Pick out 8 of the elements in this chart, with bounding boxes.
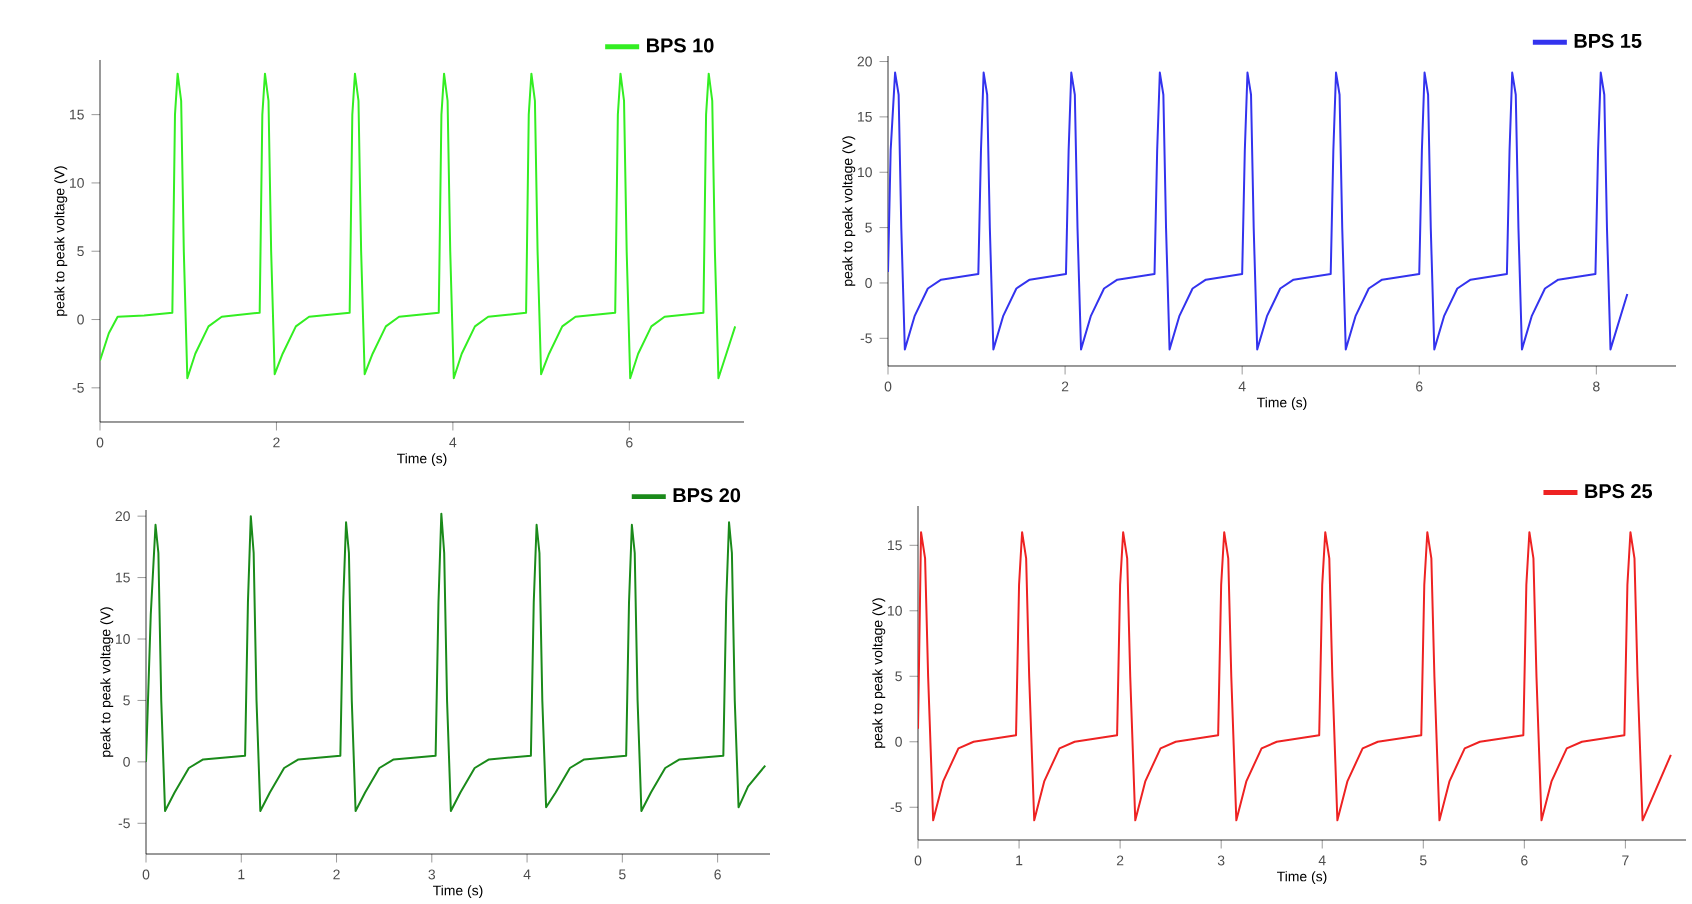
legend-label: BPS 25 [1585, 484, 1653, 499]
line-series [918, 531, 1672, 822]
line-series [146, 512, 767, 812]
legend-label: BPS 15 [1574, 33, 1642, 48]
legend-label: BPS 10 [647, 38, 714, 53]
line-series [100, 72, 737, 380]
legend-label: BPS 20 [673, 488, 741, 503]
line-series [888, 71, 1629, 351]
